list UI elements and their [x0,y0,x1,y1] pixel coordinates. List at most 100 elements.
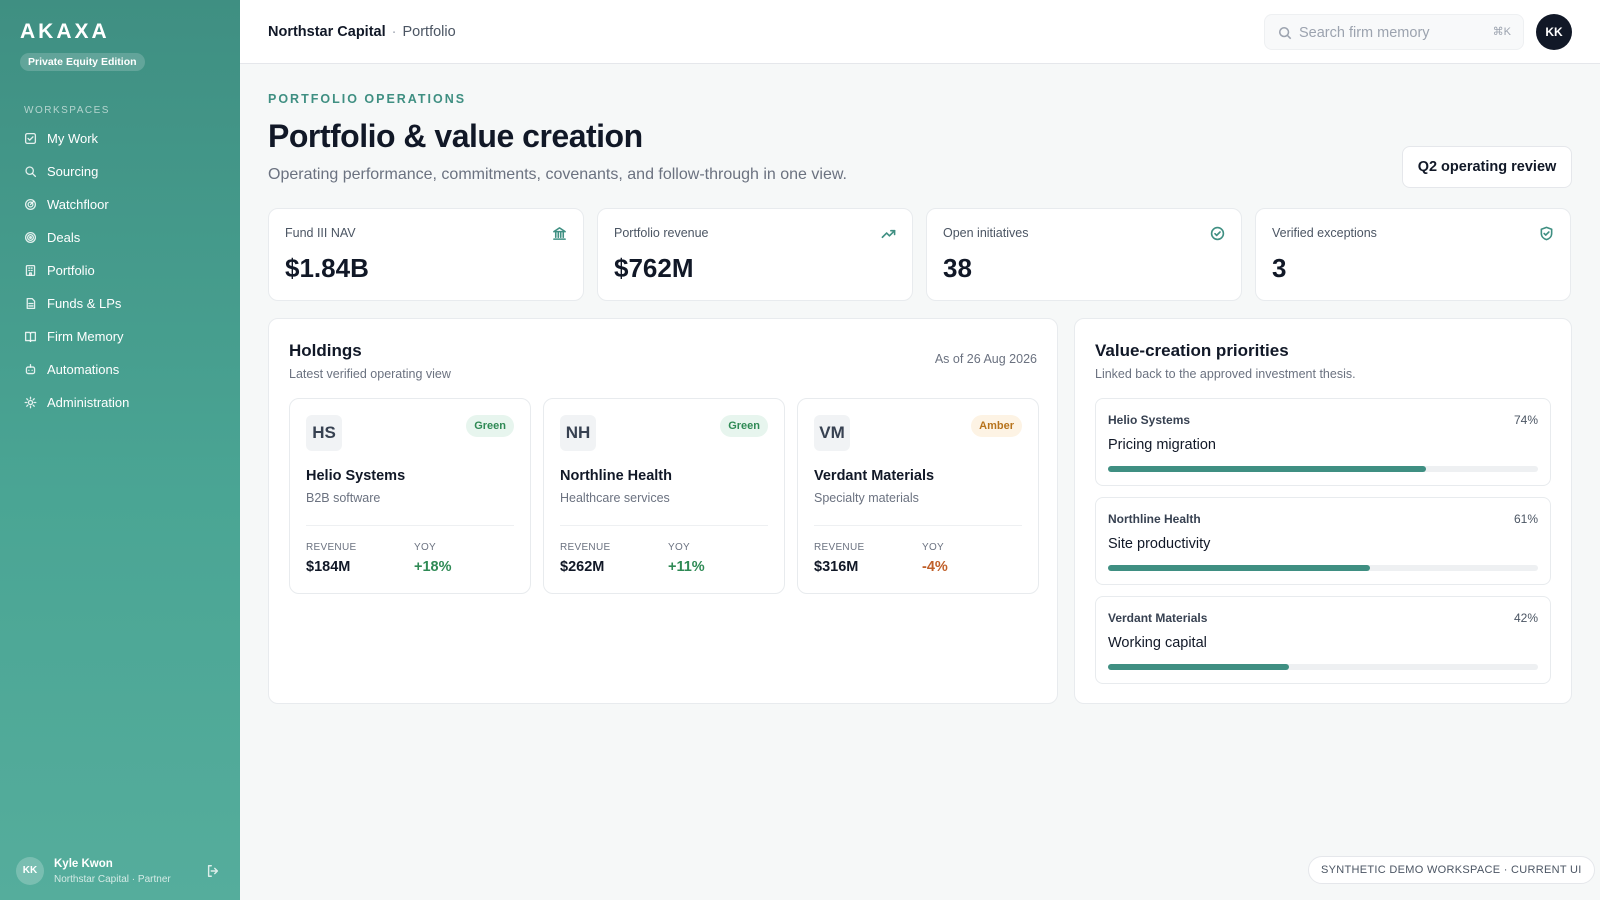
sidebar-nav: My Work Sourcing Watchfloor Deals Portfo… [12,122,228,419]
priority-company: Verdant Materials [1108,611,1208,625]
company-monogram: HS [306,415,342,451]
gear-icon [24,396,37,409]
top-header: Northstar Capital · Portfolio ⌘K KK [240,0,1600,64]
sidebar-item-label: Firm Memory [47,329,124,344]
yoy-value: -4% [922,559,948,575]
kpi-value: 3 [1272,253,1287,283]
revenue-value: $262M [560,559,605,575]
breadcrumb-page: Portfolio [402,24,456,40]
breadcrumb: Northstar Capital · Portfolio [268,24,456,40]
breadcrumb-org[interactable]: Northstar Capital [268,24,386,40]
yoy-value: +18% [414,559,452,575]
priority-row-northline-health[interactable]: Northline Health 61% Site productivity [1095,497,1551,585]
priorities-title: Value-creation priorities [1095,341,1289,360]
company-name: Northline Health [560,468,672,484]
page-subtitle: Operating performance, commitments, cove… [268,166,847,183]
radar-icon [24,198,37,211]
bank-icon [553,227,566,240]
yoy-label: YOY [922,542,945,553]
sidebar-item-label: Funds & LPs [47,296,122,311]
kpi-card-open-initiatives: Open initiatives 38 [926,208,1242,301]
company-monogram: NH [560,415,596,451]
priority-row-helio-systems[interactable]: Helio Systems 74% Pricing migration [1095,398,1551,486]
priority-percent: 74% [1513,413,1538,427]
page-title: Portfolio & value creation [268,118,643,154]
priority-initiative: Pricing migration [1108,437,1216,453]
sidebar-item-sourcing[interactable]: Sourcing [12,155,228,188]
revenue-label: REVENUE [560,542,611,553]
company-name: Verdant Materials [814,468,935,484]
user-profile[interactable]: KK Kyle Kwon Northstar Capital · Partner [16,857,224,887]
priority-initiative: Working capital [1108,635,1207,651]
search-input[interactable] [1299,23,1479,43]
sidebar-item-my-work[interactable]: My Work [12,122,228,155]
sidebar-item-label: Sourcing [47,164,99,179]
nav-heading: WORKSPACES [24,105,110,116]
holdings-title: Holdings [289,341,362,360]
revenue-value: $184M [306,559,351,575]
book-icon [24,331,37,343]
sidebar-item-label: My Work [47,131,99,146]
priority-percent: 61% [1513,512,1538,526]
status-badge: Green [720,415,768,437]
value-creation-priorities-panel: Value-creation priorities Linked back to… [1074,318,1572,704]
sidebar-item-portfolio[interactable]: Portfolio [12,254,228,287]
search-icon [1278,26,1292,40]
priority-company: Northline Health [1108,512,1201,526]
q2-operating-review-button[interactable]: Q2 operating review [1402,146,1572,188]
company-name: Helio Systems [306,468,406,484]
yoy-label: YOY [668,542,691,553]
header-avatar[interactable]: KK [1536,14,1572,50]
sidebar-item-deals[interactable]: Deals [12,221,228,254]
yoy-label: YOY [414,542,437,553]
sidebar: AKAXA Private Equity Edition WORKSPACES … [0,0,240,900]
search-shortcut: ⌘K [1492,26,1511,38]
kpi-label: Fund III NAV [285,226,356,240]
sidebar-item-automations[interactable]: Automations [12,353,228,386]
holdings-as-of: As of 26 Aug 2026 [934,352,1037,366]
breadcrumb-separator: · [391,24,397,40]
holding-card-verdant-materials[interactable]: VM Amber Verdant Materials Specialty mat… [797,398,1039,594]
sidebar-item-label: Watchfloor [47,197,109,212]
card-divider [306,525,514,526]
progress-fill [1108,664,1289,670]
company-sector: Specialty materials [814,491,919,505]
search-box: ⌘K [1264,14,1524,50]
page-eyebrow: PORTFOLIO OPERATIONS [268,92,467,106]
sidebar-item-label: Administration [47,395,130,410]
holding-card-helio-systems[interactable]: HS Green Helio Systems B2B software REVE… [289,398,531,594]
demo-workspace-tag: SYNTHETIC DEMO WORKSPACE · CURRENT UI [1308,856,1595,884]
target-icon [24,231,37,244]
progress-track [1108,565,1538,571]
sidebar-item-label: Automations [47,362,120,377]
sidebar-item-label: Deals [47,230,81,245]
status-badge: Green [466,415,514,437]
check-square-icon [24,132,37,145]
kpi-value: $1.84B [285,253,369,283]
brand-logo[interactable]: AKAXA [20,20,110,43]
kpi-card-portfolio-revenue: Portfolio revenue $762M [597,208,913,301]
revenue-label: REVENUE [306,542,357,553]
sidebar-item-firm-memory[interactable]: Firm Memory [12,320,228,353]
bot-icon [25,363,36,375]
trending-up-icon [881,229,896,239]
logout-icon[interactable] [206,864,220,878]
company-monogram: VM [814,415,850,451]
holding-card-northline-health[interactable]: NH Green Northline Health Healthcare ser… [543,398,785,594]
progress-fill [1108,565,1371,571]
yoy-value: +11% [668,559,705,575]
priority-row-verdant-materials[interactable]: Verdant Materials 42% Working capital [1095,596,1551,684]
sidebar-item-label: Portfolio [47,263,95,278]
sidebar-item-funds-lps[interactable]: Funds & LPs [12,287,228,320]
kpi-card-verified-exceptions: Verified exceptions 3 [1255,208,1571,301]
shield-check-icon [1540,226,1553,241]
holdings-panel: Holdings Latest verified operating view … [268,318,1058,704]
company-sector: Healthcare services [560,491,670,505]
kpi-label: Verified exceptions [1272,226,1377,240]
revenue-value: $316M [814,559,859,575]
progress-track [1108,466,1538,472]
sidebar-item-administration[interactable]: Administration [12,386,228,419]
document-icon [26,297,36,310]
progress-fill [1108,466,1427,472]
sidebar-item-watchfloor[interactable]: Watchfloor [12,188,228,221]
